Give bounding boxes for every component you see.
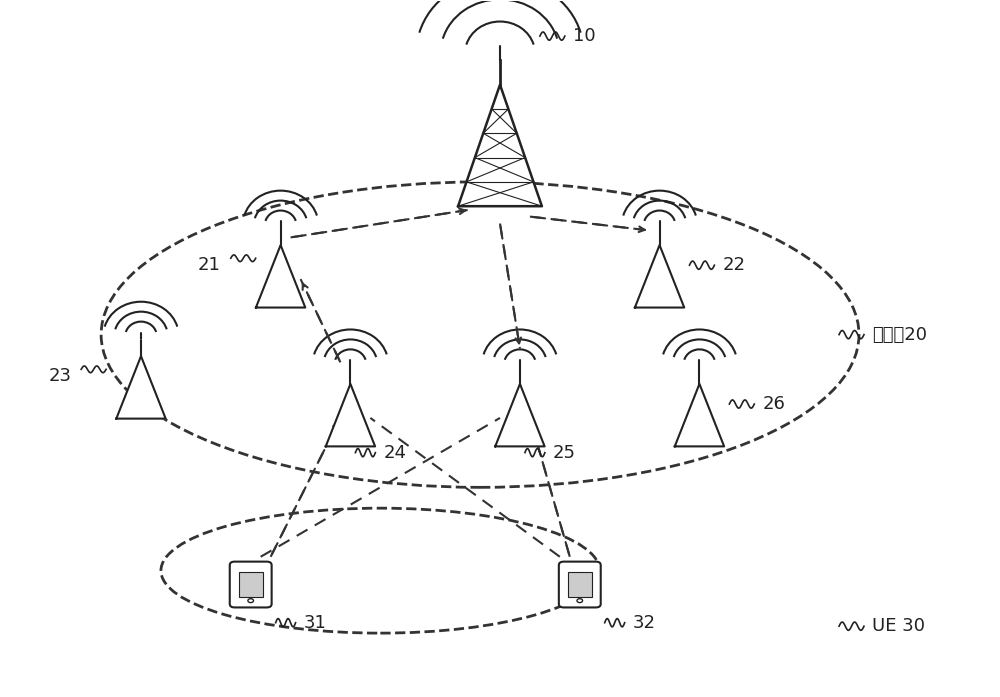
Polygon shape (326, 384, 375, 446)
FancyBboxPatch shape (568, 572, 592, 597)
Text: 小基站20: 小基站20 (872, 325, 927, 344)
FancyBboxPatch shape (559, 562, 601, 608)
Text: 24: 24 (383, 443, 406, 461)
Text: 23: 23 (48, 367, 71, 385)
FancyBboxPatch shape (239, 572, 263, 597)
Polygon shape (256, 245, 305, 307)
Polygon shape (458, 85, 542, 206)
Polygon shape (675, 384, 724, 446)
Text: UE 30: UE 30 (872, 617, 925, 635)
Polygon shape (116, 356, 166, 419)
Text: 22: 22 (722, 256, 745, 274)
Text: 25: 25 (553, 443, 576, 461)
Polygon shape (495, 384, 545, 446)
FancyBboxPatch shape (230, 562, 272, 608)
Text: 26: 26 (762, 395, 785, 413)
Text: 10: 10 (573, 27, 595, 45)
Text: 31: 31 (304, 614, 326, 631)
Text: 32: 32 (633, 614, 656, 631)
Text: 21: 21 (198, 256, 221, 274)
Polygon shape (635, 245, 684, 307)
